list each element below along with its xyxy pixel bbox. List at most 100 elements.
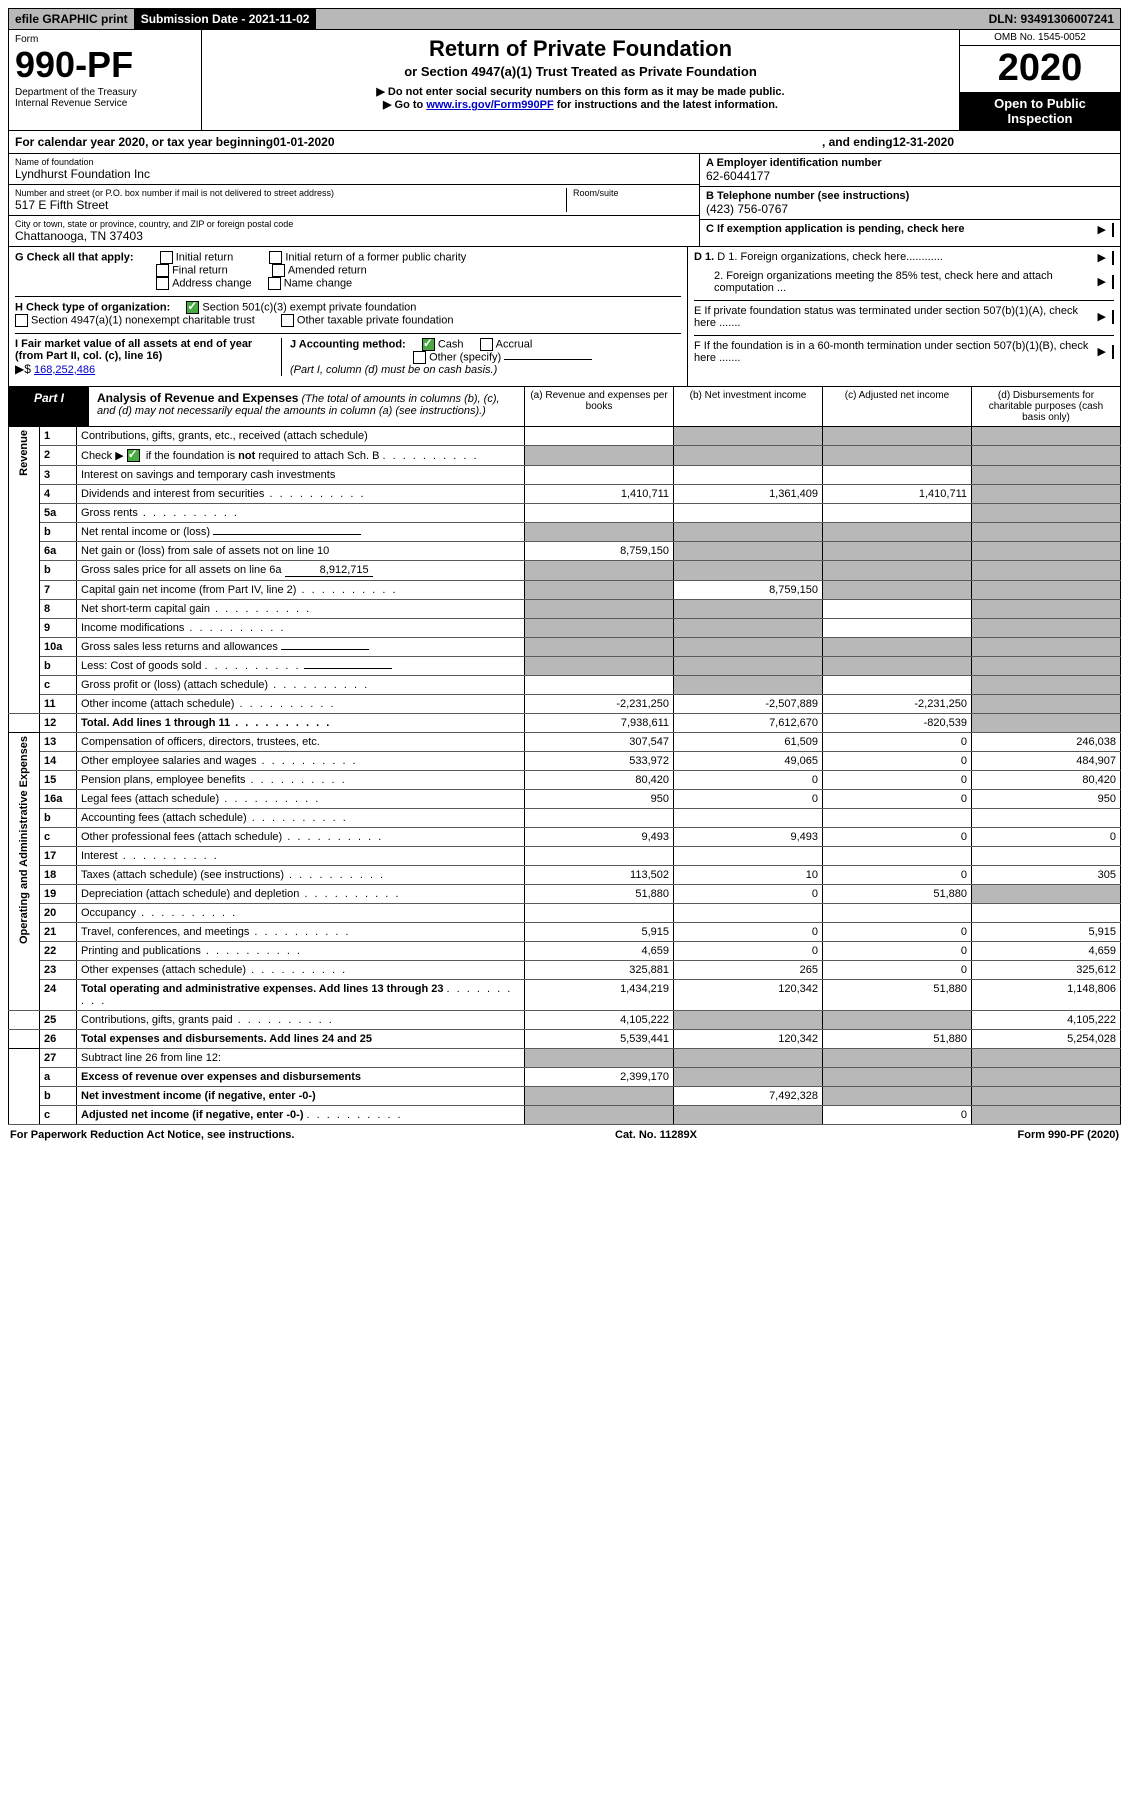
row-desc: Total operating and administrative expen…	[77, 980, 525, 1011]
rownum: 20	[40, 904, 77, 923]
g-address-checkbox[interactable]	[156, 277, 169, 290]
table-row: b Accounting fees (attach schedule)	[9, 809, 1121, 828]
i-label: I Fair market value of all assets at end…	[15, 338, 252, 362]
amt-b: 9,493	[674, 828, 823, 847]
row-desc: Accounting fees (attach schedule)	[77, 809, 525, 828]
ein-cell: A Employer identification number 62-6044…	[700, 154, 1120, 187]
g-amended-checkbox[interactable]	[272, 264, 285, 277]
j-other-checkbox[interactable]	[413, 351, 426, 364]
rownum: b	[40, 657, 77, 676]
form-header: Form 990-PF Department of the Treasury I…	[8, 30, 1121, 131]
schb-checkbox[interactable]	[127, 449, 140, 462]
form990pf-link[interactable]: www.irs.gov/Form990PF	[426, 99, 553, 111]
table-row: 21 Travel, conferences, and meetings 5,9…	[9, 923, 1121, 942]
calyear-pre: For calendar year 2020, or tax year begi…	[15, 135, 273, 149]
row-desc: Total expenses and disbursements. Add li…	[77, 1030, 525, 1049]
line-d1: D 1. D 1. Foreign organizations, check h…	[694, 251, 1114, 264]
row-desc: Other expenses (attach schedule)	[77, 961, 525, 980]
exemption-pending-cell: C If exemption application is pending, c…	[700, 220, 1120, 239]
col-b-header: (b) Net investment income	[673, 387, 822, 426]
rownum: 22	[40, 942, 77, 961]
amt-a: 4,105,222	[525, 1011, 674, 1030]
f-checkbox[interactable]	[1112, 345, 1114, 359]
part1-header: Part I Analysis of Revenue and Expenses …	[8, 387, 1121, 427]
amt-a: 113,502	[525, 866, 674, 885]
j-accrual-checkbox[interactable]	[480, 338, 493, 351]
form-note1: ▶ Do not enter social security numbers o…	[212, 85, 949, 98]
amt-a: 7,938,611	[525, 714, 674, 733]
h-4947-checkbox[interactable]	[15, 314, 28, 327]
g-initial-public-checkbox[interactable]	[269, 251, 282, 264]
rownum: 10a	[40, 638, 77, 657]
h-o1: Section 501(c)(3) exempt private foundat…	[202, 301, 416, 313]
rownum: 21	[40, 923, 77, 942]
rownum: 11	[40, 695, 77, 714]
j-cash-checkbox[interactable]	[422, 338, 435, 351]
amt-c: -2,231,250	[823, 695, 972, 714]
amt-d: 4,105,222	[972, 1011, 1121, 1030]
h-label: H Check type of organization:	[15, 301, 170, 313]
rownum: 4	[40, 485, 77, 504]
amt-a: 533,972	[525, 752, 674, 771]
amt-c: 51,880	[823, 885, 972, 904]
g-final-checkbox[interactable]	[156, 264, 169, 277]
table-row: 5a Gross rents	[9, 504, 1121, 523]
amt-d: 950	[972, 790, 1121, 809]
line-d2: 2. Foreign organizations meeting the 85%…	[694, 270, 1114, 294]
d2-checkbox[interactable]	[1112, 275, 1114, 289]
table-row: 24 Total operating and administrative ex…	[9, 980, 1121, 1011]
row-desc: Gross rents	[77, 504, 525, 523]
amt-b: 0	[674, 790, 823, 809]
ghi-left: G Check all that apply: Initial return I…	[9, 247, 687, 386]
rownum: 24	[40, 980, 77, 1011]
foundation-name: Lyndhurst Foundation Inc	[15, 167, 693, 181]
c-checkbox[interactable]	[1112, 223, 1114, 237]
table-row: 26 Total expenses and disbursements. Add…	[9, 1030, 1121, 1049]
amt-d: 80,420	[972, 771, 1121, 790]
rownum: 25	[40, 1011, 77, 1030]
h-o3: Other taxable private foundation	[297, 314, 454, 326]
row-desc: Gross sales less returns and allowances	[77, 638, 525, 657]
e-checkbox[interactable]	[1112, 310, 1114, 324]
tax-year: 2020	[960, 46, 1120, 92]
amt-b: 0	[674, 771, 823, 790]
rownum: 16a	[40, 790, 77, 809]
h-501c3-checkbox[interactable]	[186, 301, 199, 314]
h-other-checkbox[interactable]	[281, 314, 294, 327]
row-desc: Interest on savings and temporary cash i…	[77, 466, 525, 485]
row-desc: Contributions, gifts, grants, etc., rece…	[77, 427, 525, 446]
table-row: 14 Other employee salaries and wages 533…	[9, 752, 1121, 771]
amt-c: 0	[823, 961, 972, 980]
row-desc: Excess of revenue over expenses and disb…	[77, 1068, 525, 1087]
rownum: b	[40, 523, 77, 542]
amt-d: 5,915	[972, 923, 1121, 942]
g-initial-checkbox[interactable]	[160, 251, 173, 264]
row-desc: Income modifications	[77, 619, 525, 638]
rownum: c	[40, 676, 77, 695]
amt-c: 0	[823, 942, 972, 961]
table-row: 10a Gross sales less returns and allowan…	[9, 638, 1121, 657]
d1-checkbox[interactable]	[1112, 251, 1114, 265]
table-row: b Gross sales price for all assets on li…	[9, 561, 1121, 581]
fmv-link[interactable]: 168,252,486	[34, 364, 95, 376]
rownum: 9	[40, 619, 77, 638]
ein-value: 62-6044177	[706, 169, 1114, 183]
g-name-checkbox[interactable]	[268, 277, 281, 290]
row-desc: Legal fees (attach schedule)	[77, 790, 525, 809]
row-desc: Gross profit or (loss) (attach schedule)	[77, 676, 525, 695]
amt-c: 0	[823, 790, 972, 809]
form-subtitle: or Section 4947(a)(1) Trust Treated as P…	[212, 64, 949, 79]
amt-b: 61,509	[674, 733, 823, 752]
table-row: 17 Interest	[9, 847, 1121, 866]
address-cell: Number and street (or P.O. box number if…	[9, 185, 699, 216]
part1-desc: Analysis of Revenue and Expenses (The to…	[89, 387, 524, 426]
row-desc: Less: Cost of goods sold	[77, 657, 525, 676]
row-desc: Net gain or (loss) from sale of assets n…	[77, 542, 525, 561]
row-desc: Check ▶ if the foundation is not require…	[77, 445, 525, 466]
id-left: Name of foundation Lyndhurst Foundation …	[9, 154, 699, 246]
table-row: 27 Subtract line 26 from line 12:	[9, 1049, 1121, 1068]
row-desc: Depreciation (attach schedule) and deple…	[77, 885, 525, 904]
id-right: A Employer identification number 62-6044…	[699, 154, 1120, 246]
rownum: 6a	[40, 542, 77, 561]
dept-treasury: Department of the Treasury	[15, 87, 195, 98]
